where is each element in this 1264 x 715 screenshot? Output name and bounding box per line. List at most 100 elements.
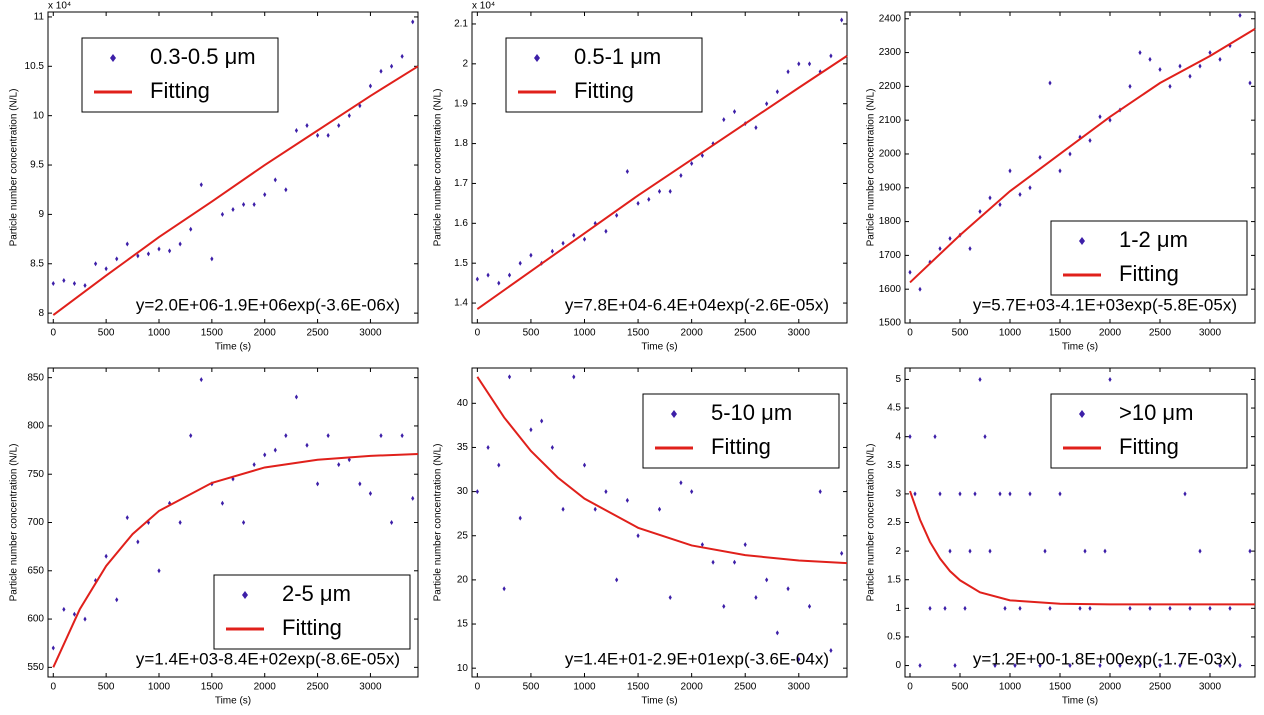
equation: y=5.7E+03-4.1E+03exp(-5.8E-05x): [973, 295, 1237, 314]
y-tick-label: 1.5: [454, 258, 468, 269]
data-point: [938, 246, 942, 252]
x-tick-label: 3000: [359, 682, 382, 693]
data-point: [284, 187, 288, 193]
y-tick-label: 1900: [879, 182, 902, 193]
y-tick-label: 4.5: [887, 403, 901, 414]
data-point: [125, 241, 129, 247]
data-point: [1098, 114, 1102, 120]
x-tick-label: 1500: [1049, 682, 1072, 693]
data-point: [604, 228, 608, 234]
y-tick-label: 25: [457, 530, 469, 541]
x-tick-label: 3000: [359, 328, 382, 339]
data-point: [1118, 663, 1122, 669]
legend-label: Fitting: [282, 615, 342, 640]
data-point: [358, 103, 362, 109]
data-point: [933, 434, 937, 440]
data-point: [786, 586, 790, 592]
data-point: [337, 462, 341, 468]
y-tick-label: 1.4: [454, 298, 468, 309]
x-tick-label: 0: [907, 328, 913, 339]
y-axis-label: Particle number concentration (N/L): [9, 444, 20, 602]
data-point: [1088, 605, 1092, 611]
data-point: [1013, 663, 1017, 669]
legend-swatch: [110, 54, 116, 62]
y-tick-label: 3: [895, 489, 901, 500]
data-point: [679, 480, 683, 486]
data-point: [1208, 605, 1212, 611]
y-tick-label: 1.6: [454, 218, 468, 229]
legend-label: 0.5-1 μm: [574, 44, 661, 69]
data-point: [978, 376, 982, 382]
data-point: [1248, 548, 1252, 554]
data-point: [1028, 185, 1032, 191]
data-point: [732, 109, 737, 115]
data-point: [1108, 376, 1112, 382]
data-point: [840, 550, 844, 556]
x-axis-label: Time (s): [641, 342, 677, 353]
x-tick-label: 2500: [1149, 328, 1172, 339]
data-point: [389, 520, 394, 525]
data-point: [1198, 63, 1202, 69]
data-point: [1138, 50, 1142, 56]
data-point: [273, 447, 277, 453]
data-point: [1158, 663, 1162, 669]
x-tick-label: 2000: [681, 328, 704, 339]
data-point: [220, 500, 225, 506]
x-tick-label: 0: [475, 328, 481, 339]
x-tick-label: 500: [952, 328, 969, 339]
data-point: [125, 515, 129, 521]
data-point: [1038, 154, 1042, 160]
data-point: [988, 548, 992, 554]
data-point: [1168, 83, 1172, 89]
y-tick-label: 2200: [879, 81, 902, 92]
data-point: [722, 603, 726, 609]
data-point: [1168, 605, 1172, 611]
legend-label: Fitting: [1119, 261, 1179, 286]
y-tick-label: 600: [27, 614, 44, 625]
data-point: [572, 232, 576, 238]
data-point: [797, 656, 801, 662]
data-point: [690, 161, 694, 167]
data-point: [284, 433, 288, 439]
fit-line: [476, 376, 848, 565]
data-point: [115, 256, 119, 262]
data-point: [507, 272, 512, 278]
x-tick-label: 2000: [1099, 328, 1122, 339]
data-point: [625, 497, 629, 503]
data-point: [908, 434, 912, 440]
legend-swatch: [671, 410, 677, 418]
data-point: [765, 101, 769, 107]
x-tick-label: 2000: [1099, 682, 1122, 693]
data-point: [273, 177, 277, 183]
data-point: [1043, 548, 1047, 554]
data-point: [818, 489, 822, 495]
data-point: [263, 192, 267, 198]
x-tick-label: 500: [523, 682, 540, 693]
data-point: [582, 462, 587, 468]
x-axis-label: Time (s): [641, 696, 677, 707]
data-point: [1148, 56, 1152, 62]
x-tick-label: 3000: [788, 682, 811, 693]
data-point: [1198, 548, 1202, 554]
data-point: [93, 261, 98, 267]
data-point: [104, 553, 108, 559]
legend-box: [1050, 393, 1248, 469]
legend-swatch: [1079, 237, 1085, 245]
y-tick-label: 8.5: [30, 258, 44, 269]
data-point: [231, 206, 235, 212]
legend-box: [642, 393, 840, 469]
y-tick-label: 9: [38, 209, 44, 220]
data-point: [51, 281, 55, 287]
data-point: [983, 434, 987, 440]
data-point: [550, 248, 554, 254]
y-tick-label: 1.8: [454, 138, 468, 149]
panel: 0 500 1000 1500 2000 2500 3000 0 0.5 1 1.5 2 2.5 3 3.5…: [866, 367, 1256, 707]
data-point: [189, 433, 193, 439]
data-point: [136, 253, 140, 259]
data-point: [668, 595, 672, 601]
data-point: [1008, 168, 1012, 174]
data-point: [507, 374, 512, 380]
y-tick-label: 1.5: [887, 574, 901, 585]
data-point: [1048, 605, 1052, 611]
x-tick-label: 1500: [627, 328, 650, 339]
